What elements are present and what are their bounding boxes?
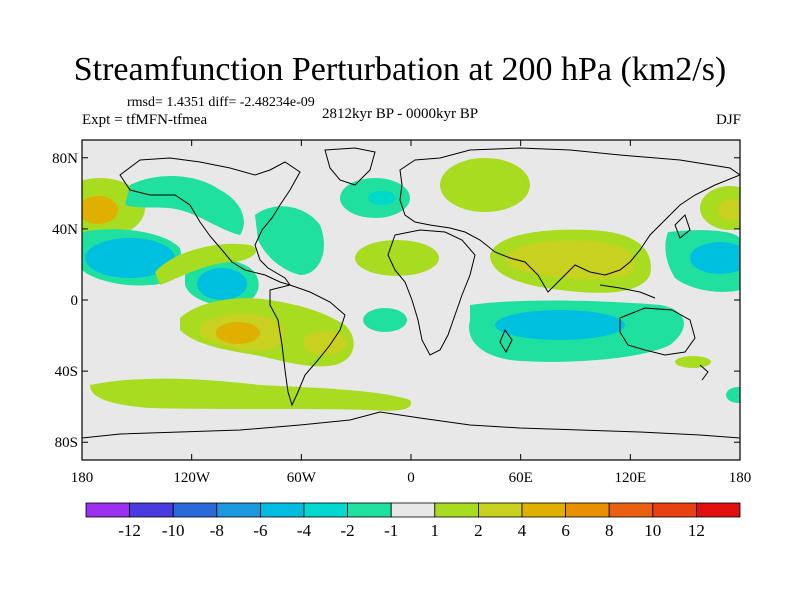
colorbar-box — [477, 502, 523, 518]
contour-field — [82, 158, 740, 411]
y-tick-label: 80S — [55, 435, 78, 451]
stats-line: rmsd= 1.4351 diff= -2.48234e-09 — [127, 95, 315, 110]
contour-positive-southern-ocean — [90, 378, 411, 411]
colorbar-label: 1 — [431, 521, 440, 540]
coast-eurasia — [399, 147, 740, 293]
colorbar-box — [129, 502, 174, 518]
contour-positive-south-atlantic — [303, 331, 347, 355]
x-axis: 180 120W 60W 0 60E 120E 180 — [71, 140, 752, 486]
colorbar-label: -8 — [210, 521, 224, 540]
contour-negative-south-africa — [363, 308, 407, 332]
contour-negative-indian-ocean-core — [495, 310, 625, 340]
contour-positive-new-zealand — [675, 356, 711, 368]
colorbar-label: 10 — [644, 521, 661, 540]
experiment-label: Expt = tfMFN-tfmea — [82, 112, 208, 128]
contour-positive-west-pacific-north-core — [718, 199, 740, 221]
contour-positive-europe — [440, 158, 530, 212]
colorbar-box — [347, 502, 392, 518]
colorbar-label: 4 — [518, 521, 527, 540]
x-tick-label: 120E — [614, 470, 646, 486]
y-axis: 80N 40N 0 40S 80S — [52, 151, 740, 451]
colorbar-box — [85, 502, 130, 518]
x-tick-label: 0 — [407, 470, 415, 486]
colorbar-label: -12 — [118, 521, 141, 540]
x-tick-label: 180 — [729, 470, 752, 486]
colorbar-box — [303, 502, 348, 518]
chart-title: Streamfunction Perturbation at 200 hPa (… — [73, 51, 727, 88]
coast-indonesia — [599, 284, 656, 299]
colorbar-label: -10 — [162, 521, 185, 540]
colorbar-label: 8 — [605, 521, 614, 540]
contour-positive-south-pacific-core — [216, 322, 260, 344]
colorbar-label: 6 — [561, 521, 570, 540]
colorbar-label: -1 — [384, 521, 398, 540]
colorbar-box — [434, 502, 479, 518]
coastlines — [82, 147, 740, 439]
contour-negative-north-america — [125, 175, 244, 235]
coast-japan — [674, 214, 691, 239]
contour-negative-central-pacific-core — [85, 238, 175, 278]
contour-negative-west-pacific-core — [690, 242, 740, 274]
colorbar-label: -2 — [341, 521, 355, 540]
colorbar-box — [390, 502, 436, 518]
y-tick-label: 40N — [52, 222, 78, 238]
coast-madagascar — [499, 328, 513, 354]
colorbar-box — [216, 502, 261, 518]
y-tick-label: 0 — [71, 293, 79, 309]
contour-negative-north-atlantic-core — [368, 191, 396, 205]
coast-australia — [619, 307, 696, 356]
x-tick-label: 60W — [287, 470, 317, 486]
contour-positive-north-africa — [355, 240, 439, 276]
colorbar-label: -4 — [297, 521, 312, 540]
colorbar: -12 -10 -8 -6 -4 -2 -1 1 2 4 6 8 10 12 — [85, 502, 741, 540]
colorbar-box — [696, 502, 741, 518]
contour-positive-north-pacific-core — [82, 196, 118, 224]
x-tick-label: 60E — [509, 470, 533, 486]
colorbar-box — [652, 502, 697, 518]
colorbar-box — [259, 502, 305, 518]
x-tick-label: 180 — [71, 470, 94, 486]
y-tick-label: 40S — [55, 364, 78, 380]
y-tick-label: 80N — [52, 151, 78, 167]
period-label: 2812kyr BP - 0000kyr BP — [322, 106, 479, 122]
colorbar-label: 12 — [688, 521, 705, 540]
contour-positive-west-us — [155, 243, 257, 285]
coast-north-america — [119, 157, 301, 286]
colorbar-box — [521, 502, 566, 518]
contour-negative-south-pacific-east — [726, 387, 740, 403]
colorbar-box — [172, 502, 218, 518]
colorbar-label: 2 — [474, 521, 483, 540]
contour-negative-caribbean — [255, 206, 324, 275]
coast-antarctica — [82, 411, 740, 439]
coast-south-america — [269, 284, 346, 407]
colorbar-box — [565, 502, 610, 518]
contour-positive-south-asia-inner — [505, 240, 635, 280]
season-label: DJF — [715, 112, 741, 128]
coast-greenland — [324, 147, 376, 186]
colorbar-box — [608, 502, 654, 518]
contour-negative-eastern-pacific-core — [197, 268, 247, 300]
x-tick-label: 120W — [173, 470, 211, 486]
coast-africa — [387, 229, 476, 356]
coast-new-zealand — [699, 364, 709, 381]
colorbar-label: -6 — [253, 521, 267, 540]
